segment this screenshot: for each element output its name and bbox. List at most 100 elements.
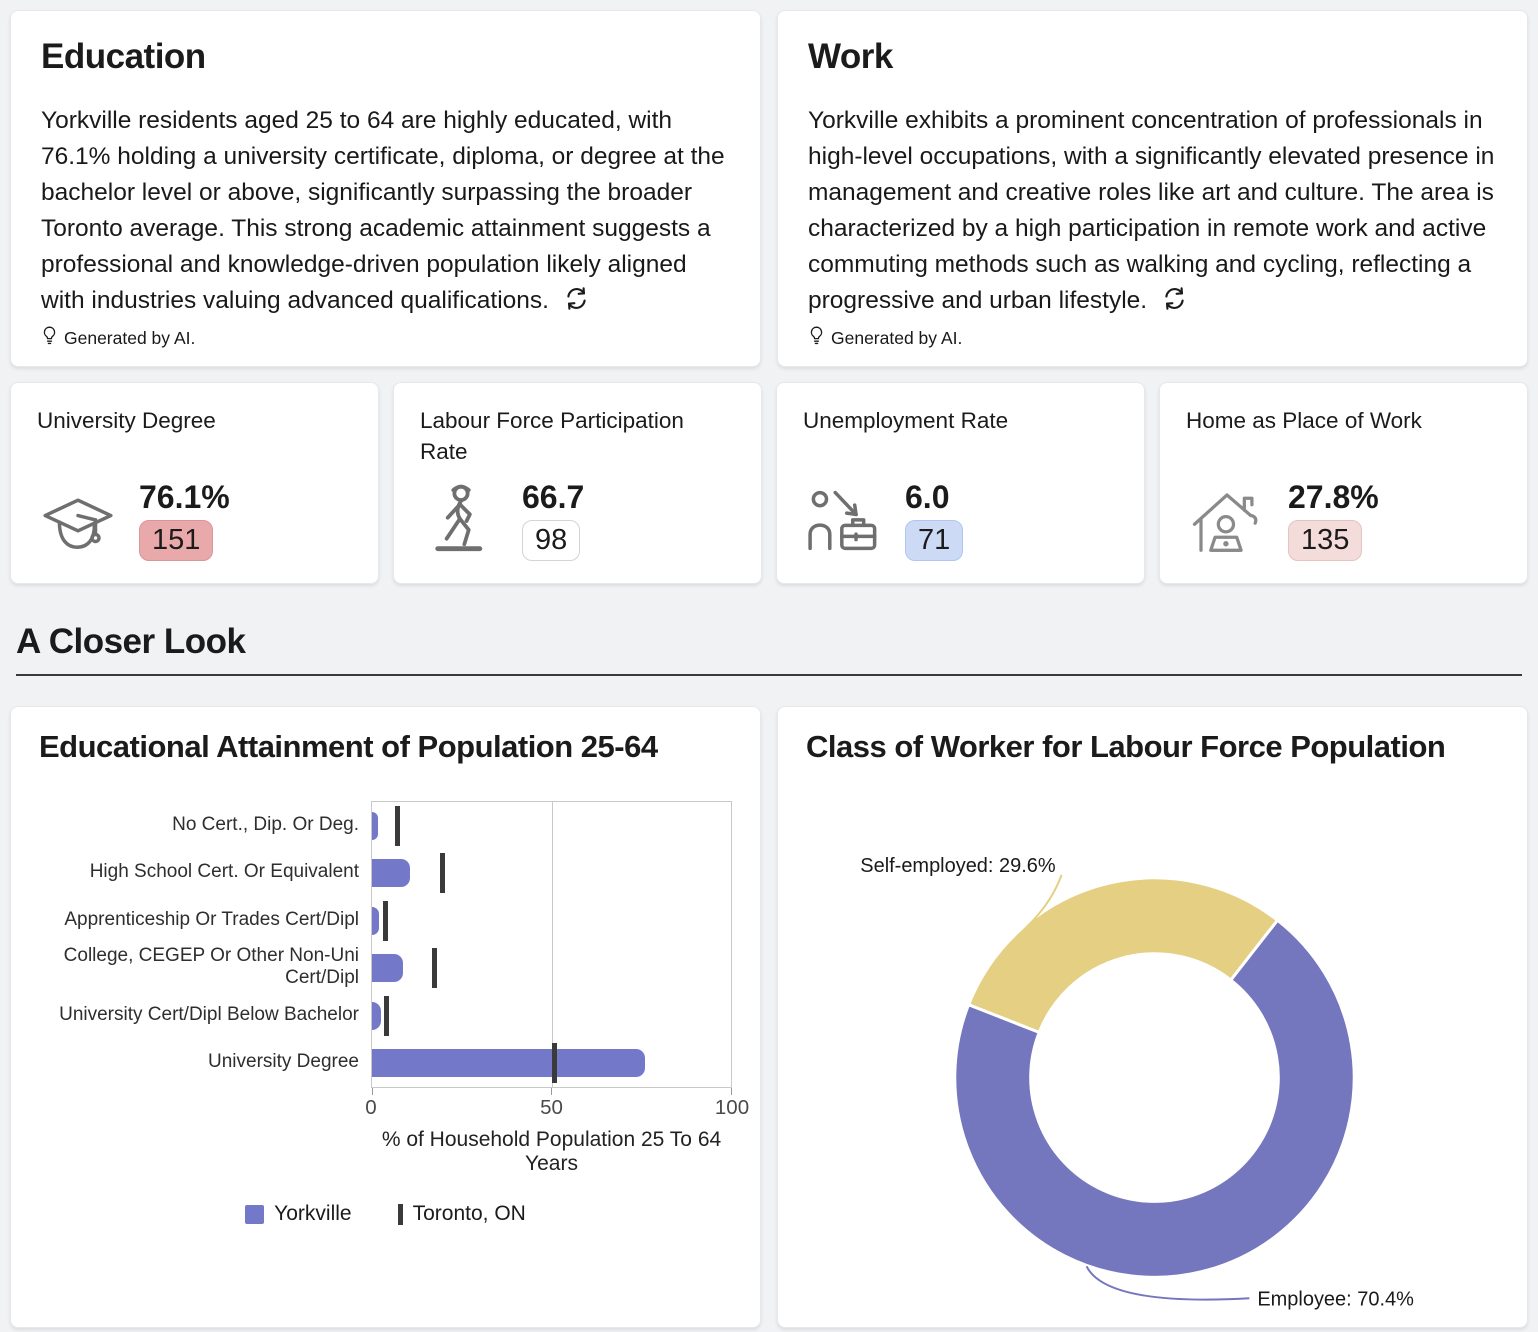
section-divider xyxy=(16,674,1522,676)
stat-index-badge: 98 xyxy=(522,520,581,561)
stat-card-graduation-cap: University Degree 76.1% 151 xyxy=(10,382,379,584)
legend-label: Toronto, ON xyxy=(412,1202,526,1225)
donut-chart-title: Class of Worker for Labour Force Populat… xyxy=(806,729,1446,764)
axis-tick xyxy=(371,1088,373,1095)
stat-values: 66.7 98 xyxy=(522,481,584,561)
bar-chart-legend: Yorkville Toronto, ON xyxy=(39,1202,732,1226)
stat-value: 6.0 xyxy=(905,479,950,515)
education-summary: Yorkville residents aged 25 to 64 are hi… xyxy=(41,103,730,319)
yorkville-bar[interactable] xyxy=(372,1049,646,1078)
bar-chart-body: No Cert., Dip. Or Deg. High School Cert. … xyxy=(39,801,749,1226)
work-card: Work Yorkville exhibits a prominent conc… xyxy=(777,10,1528,367)
work-summary-text: Yorkville exhibits a prominent concentra… xyxy=(808,107,1495,314)
stat-card-walking-person: Labour Force Participation Rate 66.7 98 xyxy=(393,382,762,584)
category-label: No Cert., Dip. Or Deg. xyxy=(172,813,359,835)
stat-title: Home as Place of Work xyxy=(1186,408,1422,433)
x-axis-tick-labels: 0 50 100 xyxy=(365,1096,749,1126)
bar-row xyxy=(372,992,731,1040)
toronto-marker[interactable] xyxy=(432,948,438,989)
stat-index-badge: 71 xyxy=(905,520,964,561)
stat-title: Unemployment Rate xyxy=(803,408,1009,433)
stat-bottom: 66.7 98 xyxy=(420,479,735,563)
stat-card-unemployed-person: Unemployment Rate 6.0 71 xyxy=(776,382,1145,584)
work-summary: Yorkville exhibits a prominent concentra… xyxy=(808,103,1497,319)
stat-bottom: 6.0 71 xyxy=(803,479,1118,563)
class-of-worker-chart-card: Class of Worker for Labour Force Populat… xyxy=(777,706,1528,1328)
donut-slice-self-employed[interactable] xyxy=(966,876,1280,1035)
generated-by-ai-note: Generated by AI. xyxy=(41,326,730,350)
yorkville-bar[interactable] xyxy=(372,954,404,983)
legend-label: Yorkville xyxy=(274,1202,352,1225)
yorkville-bar[interactable] xyxy=(372,811,378,840)
category-label: Apprenticeship Or Trades Cert/Dipl xyxy=(64,908,359,930)
educational-attainment-bar-chart: No Cert., Dip. Or Deg. High School Cert. … xyxy=(39,801,749,1226)
label-leader-line xyxy=(1023,874,1063,931)
lightbulb-icon xyxy=(808,326,825,350)
label-leader-line xyxy=(1085,1265,1250,1301)
toronto-marker[interactable] xyxy=(383,995,389,1036)
generated-by-ai-label: Generated by AI. xyxy=(831,327,963,348)
x-tick-label: 0 xyxy=(365,1096,377,1119)
bar-row xyxy=(372,802,731,850)
yorkville-bar[interactable] xyxy=(372,859,410,888)
bar-row xyxy=(372,850,731,898)
donut-slice-employee[interactable] xyxy=(953,918,1356,1279)
bar-chart-category-labels: No Cert., Dip. Or Deg. High School Cert. … xyxy=(39,801,371,1088)
x-axis-title: % of Household Population 25 To 64 Years xyxy=(381,1128,722,1175)
stat-bottom: 76.1% 151 xyxy=(37,479,352,563)
refresh-icon[interactable] xyxy=(563,285,590,312)
category-label: University Cert/Dipl Below Bachelor xyxy=(59,1003,359,1025)
toronto-marker[interactable] xyxy=(551,1043,557,1084)
education-attainment-chart-card: Educational Attainment of Population 25-… xyxy=(10,706,761,1328)
generated-by-ai-label: Generated by AI. xyxy=(64,327,196,348)
refresh-icon[interactable] xyxy=(1161,285,1188,312)
legend-item-toronto[interactable]: Toronto, ON xyxy=(397,1202,526,1226)
walking-person-icon xyxy=(420,479,502,563)
donut-label-self-employed: Self-employed: 29.6% xyxy=(860,855,1056,877)
lightbulb-icon xyxy=(41,326,58,350)
stat-value: 27.8% xyxy=(1288,479,1379,515)
stat-bottom: 27.8% 135 xyxy=(1186,479,1501,563)
stat-values: 76.1% 151 xyxy=(139,481,230,561)
stat-card-home-office: Home as Place of Work 27.8% 135 xyxy=(1159,382,1528,584)
education-card-title: Education xyxy=(41,37,206,76)
legend-item-yorkville[interactable]: Yorkville xyxy=(245,1202,352,1226)
bar-row xyxy=(372,897,731,945)
stat-index-badge: 135 xyxy=(1288,520,1363,561)
stat-value: 76.1% xyxy=(139,479,230,515)
stat-index-badge: 151 xyxy=(139,520,214,561)
stat-value: 66.7 xyxy=(522,479,585,515)
generated-by-ai-note: Generated by AI. xyxy=(808,326,1497,350)
work-card-title: Work xyxy=(808,37,893,76)
stat-values: 27.8% 135 xyxy=(1288,481,1379,561)
yorkville-bar[interactable] xyxy=(372,1001,381,1030)
bar-row xyxy=(372,1040,731,1088)
insight-cards-row: Education Yorkville residents aged 25 to… xyxy=(10,10,1528,367)
bar-row xyxy=(372,945,731,993)
category-label: University Degree xyxy=(208,1051,359,1073)
stat-cards-row: University Degree 76.1% 151 Labour Force Pa… xyxy=(10,382,1528,584)
education-card: Education Yorkville residents aged 25 to… xyxy=(10,10,761,367)
stat-values: 6.0 71 xyxy=(905,479,964,561)
toronto-marker[interactable] xyxy=(394,805,400,846)
donut-label-employee: Employee: 70.4% xyxy=(1257,1288,1414,1310)
axis-tick xyxy=(551,1088,552,1095)
toronto-swatch xyxy=(397,1203,403,1225)
bar-chart-plot-area xyxy=(371,801,732,1095)
x-tick-label: 100 xyxy=(714,1096,750,1119)
category-label: College, CEGEP Or Other Non-Uni Cert/Dip… xyxy=(63,945,359,989)
category-label: High School Cert. Or Equivalent xyxy=(89,861,359,883)
yorkville-swatch xyxy=(245,1204,265,1224)
bar-chart-title: Educational Attainment of Population 25-… xyxy=(39,729,658,764)
axis-tick xyxy=(730,1088,732,1095)
bar-chart-grid: No Cert., Dip. Or Deg. High School Cert. … xyxy=(39,801,732,1095)
toronto-marker[interactable] xyxy=(439,853,445,894)
stat-title: University Degree xyxy=(37,408,216,433)
class-of-worker-donut-chart: Self-employed: 29.6% Employee: 70.4% xyxy=(806,801,1499,1327)
yorkville-bar[interactable] xyxy=(372,906,379,935)
stat-title: Labour Force Participation Rate xyxy=(420,408,684,464)
home-office-icon xyxy=(1186,479,1268,563)
toronto-marker[interactable] xyxy=(383,900,389,941)
section-title: A Closer Look xyxy=(16,622,246,661)
gridline xyxy=(551,802,553,1087)
